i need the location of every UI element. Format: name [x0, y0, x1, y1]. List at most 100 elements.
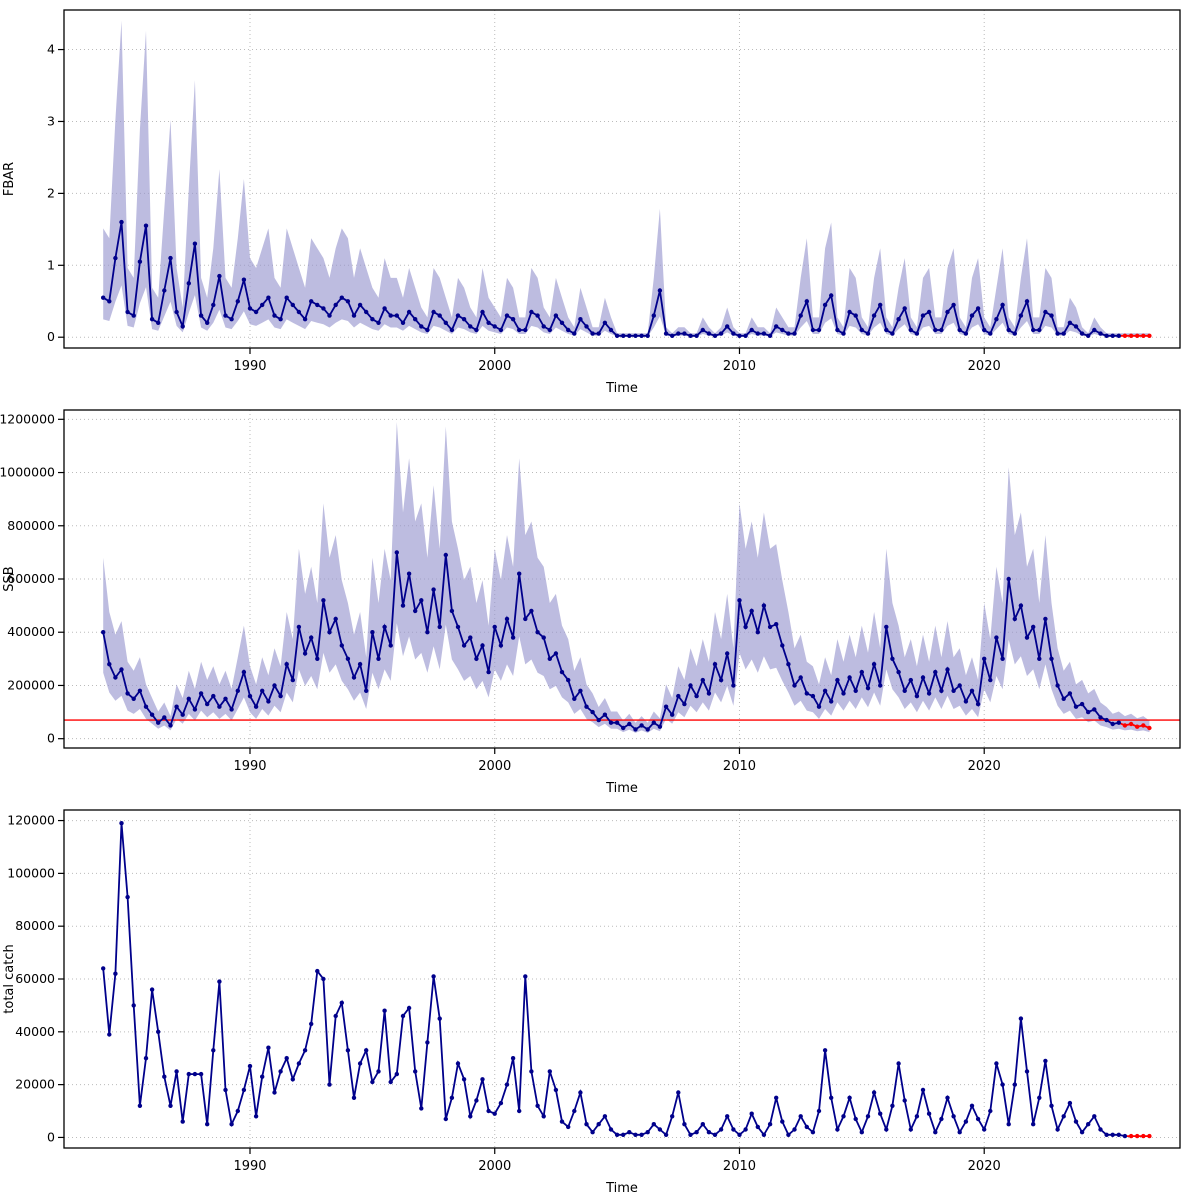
- data-point: [920, 1087, 926, 1093]
- data-point: [1000, 302, 1005, 308]
- data-point: [315, 656, 320, 661]
- data-point: [627, 333, 632, 338]
- data-point: [284, 1056, 289, 1061]
- data-point: [431, 974, 436, 979]
- data-point: [1098, 1127, 1103, 1132]
- data-point: [902, 306, 907, 311]
- data-point: [792, 1127, 797, 1132]
- data-point: [627, 721, 632, 727]
- data-point: [1079, 1130, 1085, 1135]
- data-point: [1037, 656, 1042, 661]
- data-point: [523, 616, 528, 622]
- data-point: [419, 324, 424, 329]
- data-point: [137, 688, 143, 693]
- data-point: [449, 1095, 455, 1100]
- data-point: [278, 693, 283, 699]
- data-point: [486, 320, 491, 325]
- data-point: [510, 635, 516, 640]
- data-point: [939, 688, 944, 693]
- data-point: [523, 327, 528, 333]
- confidence-band: [103, 20, 1150, 337]
- data-point: [498, 1100, 504, 1106]
- data-point: [535, 313, 540, 318]
- data-point: [1073, 1119, 1079, 1124]
- data-point: [266, 1045, 271, 1050]
- data-point: [284, 662, 289, 667]
- data-point: [156, 1029, 161, 1034]
- data-point: [321, 976, 326, 982]
- data-point: [865, 685, 871, 691]
- data-point: [731, 683, 736, 688]
- data-point: [510, 1056, 516, 1061]
- data-point: [596, 331, 601, 336]
- data-point: [639, 723, 644, 728]
- y-tick-label: 0: [47, 1129, 55, 1144]
- data-point: [547, 1069, 552, 1074]
- data-point: [761, 603, 767, 608]
- data-point: [315, 968, 320, 974]
- data-point: [333, 1013, 338, 1019]
- data-point: [1049, 1103, 1054, 1108]
- data-point: [749, 608, 754, 614]
- data-point: [890, 656, 895, 661]
- data-point: [388, 1079, 393, 1085]
- data-point: [982, 1127, 987, 1132]
- data-point: [529, 608, 534, 614]
- data-point: [871, 662, 877, 667]
- data-point: [553, 1087, 559, 1093]
- data-point: [933, 327, 938, 333]
- data-point: [841, 691, 846, 696]
- data-point: [113, 971, 118, 976]
- data-point: [468, 635, 473, 640]
- data-point: [370, 630, 375, 635]
- data-point: [339, 643, 344, 648]
- data-point: [865, 331, 871, 336]
- forecast-point: [1135, 724, 1140, 729]
- data-point: [639, 333, 644, 338]
- data-point: [651, 313, 656, 318]
- total-catch-chart-panel: 1990 2000 2010 2020 0 20000 40000 60000 80000 100…: [0, 800, 1200, 1200]
- data-point: [168, 723, 173, 728]
- data-point: [896, 669, 901, 675]
- data-point: [871, 1090, 877, 1095]
- data-point: [162, 715, 167, 720]
- data-point: [339, 1000, 344, 1005]
- data-point: [107, 1032, 112, 1037]
- data-point: [786, 331, 791, 336]
- data-point: [621, 333, 626, 338]
- data-point: [351, 1095, 357, 1100]
- data-point: [143, 704, 149, 709]
- data-point: [260, 688, 265, 693]
- data-point: [890, 1103, 895, 1108]
- data-point: [688, 1132, 693, 1137]
- data-point: [755, 331, 760, 336]
- x-tick-label: 2000: [478, 1159, 511, 1174]
- data-point: [235, 299, 240, 304]
- y-tick-label: 1200000: [0, 411, 55, 426]
- data-point: [1055, 683, 1060, 688]
- data-point: [1024, 635, 1030, 640]
- data-point: [510, 317, 516, 322]
- data-point: [1043, 616, 1048, 622]
- data-point: [810, 327, 816, 333]
- data-point: [425, 327, 430, 333]
- data-point: [345, 656, 351, 661]
- data-point: [694, 693, 699, 699]
- data-point: [535, 630, 540, 635]
- data-point: [1031, 624, 1036, 630]
- data-point: [774, 1095, 779, 1100]
- forecast-point: [1135, 333, 1140, 338]
- data-point: [394, 313, 399, 318]
- data-point: [926, 691, 932, 696]
- data-point: [829, 1095, 834, 1100]
- data-point: [223, 1087, 228, 1093]
- data-point: [229, 317, 234, 322]
- data-point: [333, 616, 338, 622]
- data-point: [590, 331, 595, 336]
- data-point: [572, 1108, 577, 1114]
- data-point: [988, 677, 993, 683]
- data-point: [376, 320, 381, 325]
- data-point: [394, 550, 399, 555]
- data-point: [1012, 331, 1017, 336]
- data-point: [327, 630, 332, 635]
